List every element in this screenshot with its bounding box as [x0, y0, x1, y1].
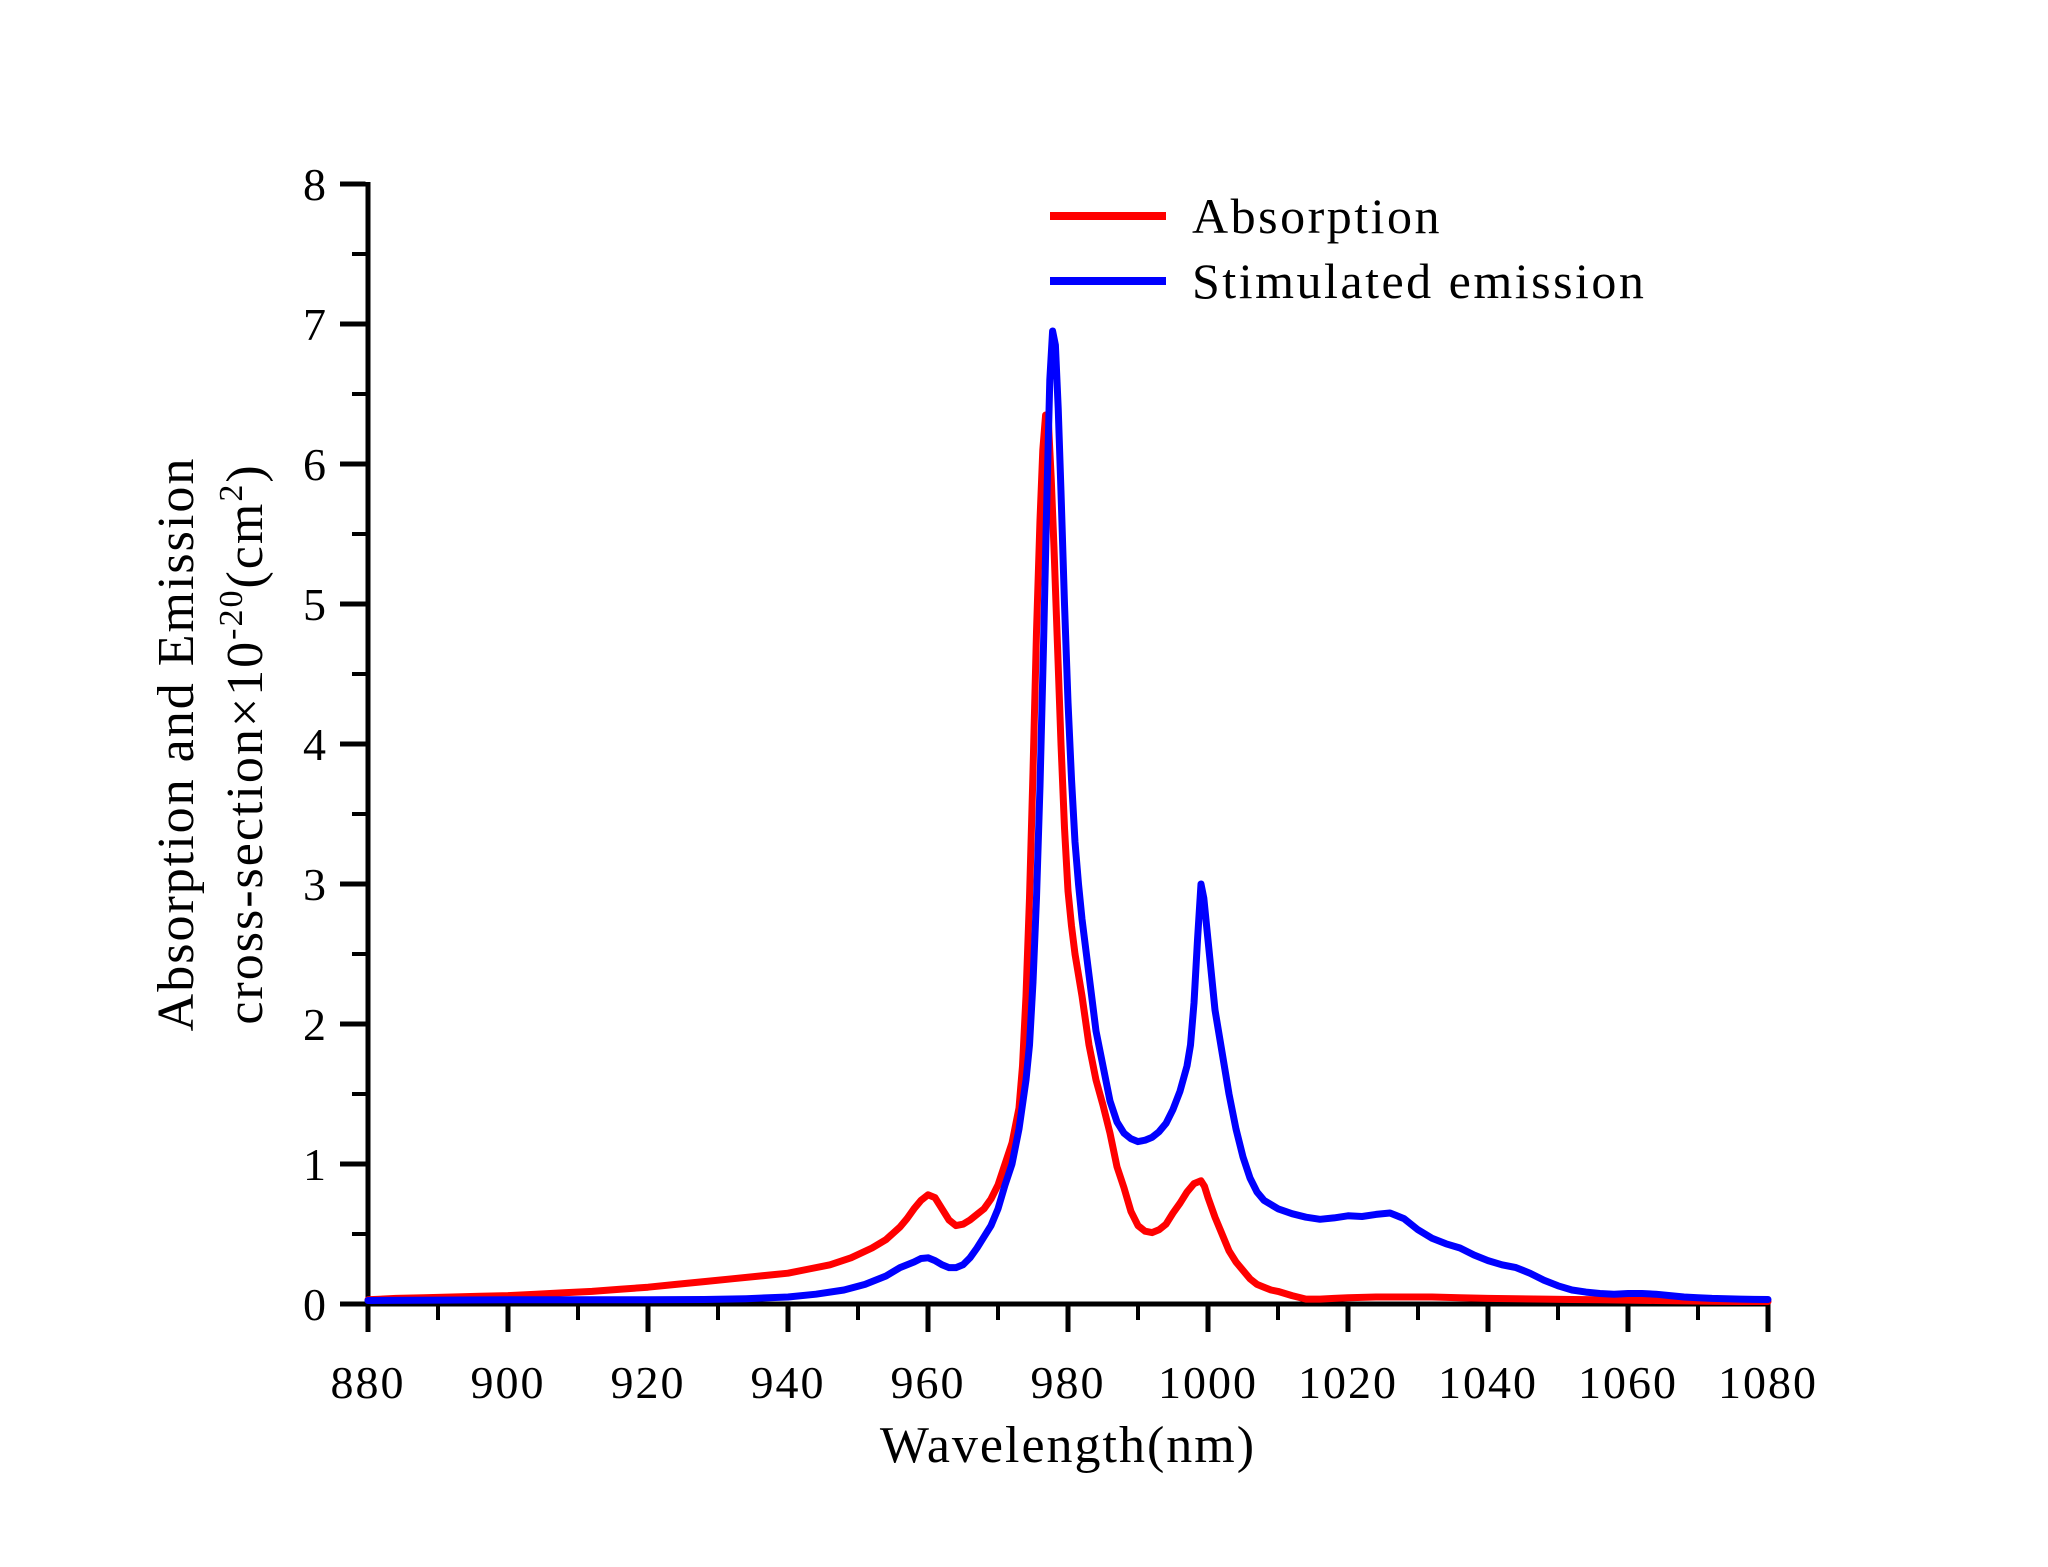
y-tick-label: 6	[303, 439, 328, 490]
stimulated-emission-curve	[364, 327, 1772, 1304]
y-tick-label: 1	[303, 1139, 328, 1190]
legend-label-absorption: Absorption	[1192, 188, 1442, 244]
y-tick-label: 5	[303, 579, 328, 630]
x-tick-label: 920	[611, 1357, 686, 1408]
axes	[365, 182, 1771, 1307]
legend: Absorption Stimulated emission	[1050, 188, 1646, 309]
y-axis-title-line1: Absorption and Emission	[148, 457, 205, 1032]
y-tick-label: 8	[303, 159, 328, 210]
x-tick-label: 980	[1031, 1357, 1106, 1408]
x-tick-label: 1080	[1718, 1357, 1818, 1408]
x-axis-title: Wavelength(nm)	[880, 1417, 1256, 1474]
x-tick-label: 880	[331, 1357, 406, 1408]
data-curves	[364, 327, 1772, 1305]
tick-marks	[340, 181, 1771, 1332]
x-tick-label: 960	[891, 1357, 966, 1408]
x-tick-label: 1020	[1298, 1357, 1398, 1408]
y-axis-title-line2: cross-section×10-20(cm2)	[213, 463, 274, 1024]
absorption-curve	[364, 411, 1772, 1305]
tick-labels: 880 900 920 940 960 980 1000 1020 1040 1060 1080 0 1…	[303, 159, 1818, 1408]
y-tick-label: 7	[303, 299, 328, 350]
x-tick-label: 1040	[1438, 1357, 1538, 1408]
x-tick-label: 900	[471, 1357, 546, 1408]
legend-label-stimulated-emission: Stimulated emission	[1192, 253, 1646, 309]
x-tick-label: 1000	[1158, 1357, 1258, 1408]
y-tick-label: 4	[303, 719, 328, 770]
x-tick-label: 1060	[1578, 1357, 1678, 1408]
y-tick-label: 2	[303, 999, 328, 1050]
y-tick-label: 0	[303, 1279, 328, 1330]
y-tick-label: 3	[303, 859, 328, 910]
x-tick-label: 940	[751, 1357, 826, 1408]
